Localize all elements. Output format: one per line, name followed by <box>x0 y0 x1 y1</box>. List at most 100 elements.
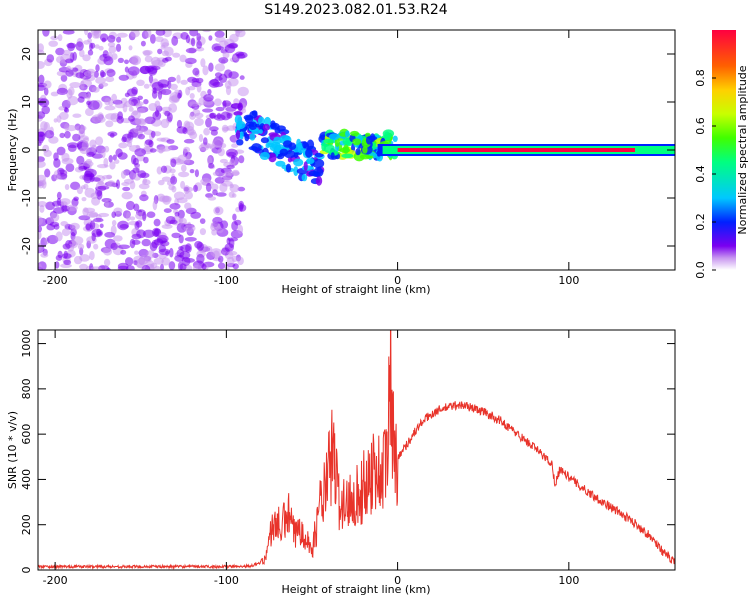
heatmap-cell <box>182 127 188 135</box>
heatmap-cell <box>78 165 87 171</box>
heatmap-cell <box>69 222 80 231</box>
heatmap-cell <box>131 154 137 165</box>
heatmap-cell <box>105 76 115 83</box>
heatmap-cell <box>38 74 45 85</box>
heatmap-cell <box>138 183 150 190</box>
heatmap-cell <box>105 120 114 128</box>
heatmap-cell <box>156 137 166 142</box>
heatmap-cell <box>146 65 158 75</box>
heatmap-cell <box>244 133 250 142</box>
heatmap-cell <box>293 152 299 159</box>
heatmap-cell <box>143 50 151 57</box>
heatmap-cell <box>259 152 270 160</box>
heatmap-cell <box>285 163 292 173</box>
snr-plot-area <box>38 330 675 570</box>
heatmap-cell <box>91 144 97 151</box>
heatmap-cell <box>38 160 46 168</box>
heatmap-cell <box>350 130 359 137</box>
heatmap-cell <box>60 74 68 82</box>
heatmap-cell <box>303 161 308 172</box>
colorbar-label: Normalized spectral amplitude <box>736 65 749 234</box>
heatmap-cell <box>196 84 202 93</box>
heatmap-cell <box>127 141 133 148</box>
heatmap-cell <box>202 108 214 113</box>
heatmap-cell <box>232 55 238 61</box>
heatmap-cell <box>99 223 104 229</box>
x-tick-label: 0 <box>394 574 401 587</box>
heatmap-cell <box>38 263 42 270</box>
heatmap-cell <box>214 98 222 107</box>
heatmap-cell <box>150 34 156 44</box>
heatmap-cell <box>302 141 308 149</box>
heatmap-cell <box>154 100 161 109</box>
heatmap-cell <box>186 154 191 164</box>
heatmap-cell <box>65 58 74 64</box>
heatmap-cell <box>112 154 117 161</box>
heatmap-cell <box>217 147 225 157</box>
heatmap-cell <box>209 126 219 132</box>
heatmap-cell <box>392 135 398 142</box>
heatmap-cell <box>116 36 122 43</box>
heatmap-cell <box>308 170 319 177</box>
heatmap-cell <box>224 266 230 270</box>
heatmap-cell <box>85 223 91 231</box>
heatmap-cell <box>38 216 43 226</box>
heatmap-cell <box>202 30 212 33</box>
heatmap-cell <box>95 64 100 72</box>
heatmap-cell <box>212 138 224 149</box>
heatmap-cell <box>158 248 171 255</box>
heatmap-cell <box>133 126 145 134</box>
heatmap-cell <box>128 45 133 51</box>
heatmap-cell <box>249 133 256 141</box>
heatmap-cell <box>177 92 182 99</box>
heatmap-cell <box>178 171 190 178</box>
spectrogram-xlabel: Height of straight line (km) <box>281 283 430 296</box>
heatmap-cell <box>86 151 95 157</box>
heatmap-cell <box>200 58 206 68</box>
heatmap-cell <box>89 250 95 261</box>
heatmap-cell <box>186 129 196 136</box>
heatmap-cell <box>41 105 50 115</box>
x-tick-label: -100 <box>214 274 239 287</box>
heatmap-cell <box>95 76 106 85</box>
heatmap-cell <box>60 201 68 206</box>
heatmap-cell <box>212 81 224 88</box>
heatmap-cell <box>96 228 102 237</box>
heatmap-cell <box>176 222 187 233</box>
heatmap-cell <box>231 255 239 262</box>
heatmap-cell <box>227 250 238 256</box>
x-tick-label: 100 <box>558 274 579 287</box>
x-tick-label: 100 <box>558 574 579 587</box>
heatmap-cell <box>314 152 324 158</box>
heatmap-cell <box>109 161 116 170</box>
heatmap-cell <box>138 248 149 258</box>
heatmap-cell <box>183 224 196 233</box>
heatmap-cell <box>50 91 59 97</box>
heatmap-cell <box>90 192 98 200</box>
heatmap-cell <box>45 201 55 211</box>
colorbar-tick-label: 0.8 <box>694 69 707 87</box>
heatmap-cell <box>136 107 146 114</box>
heatmap-cell <box>129 216 136 221</box>
heatmap-cell <box>189 101 199 107</box>
heatmap-cell <box>227 170 234 176</box>
heatmap-cell <box>244 115 254 123</box>
heatmap-cell <box>75 72 85 79</box>
heatmap-cell <box>179 217 187 225</box>
heatmap-cell <box>248 121 258 130</box>
heatmap-cell <box>38 242 42 251</box>
heatmap-cell <box>79 49 85 58</box>
heatmap-cell <box>209 145 215 150</box>
heatmap-cell <box>203 137 208 146</box>
heatmap-cell <box>199 218 206 225</box>
y-tick-label: 10 <box>20 95 33 109</box>
heatmap-cell <box>103 258 111 267</box>
heatmap-cell <box>64 123 70 132</box>
heatmap-cell <box>104 231 116 238</box>
heatmap-cell <box>185 86 191 96</box>
heatmap-cell <box>61 157 74 165</box>
heatmap-cell <box>359 154 371 160</box>
heatmap-cell <box>178 246 184 251</box>
heatmap-cell <box>207 89 212 95</box>
heatmap-cell <box>116 32 128 38</box>
